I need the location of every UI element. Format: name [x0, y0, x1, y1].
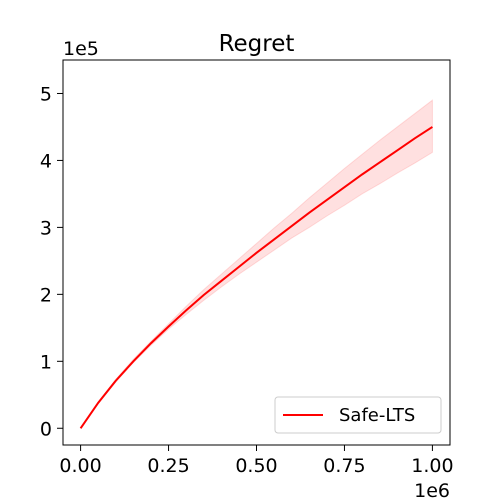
series-line-0 [79, 126, 433, 429]
legend-label: Safe-LTS [339, 405, 415, 426]
y-axis: 0 1 2 3 4 5 [40, 83, 63, 440]
legend-box [274, 396, 442, 434]
x-tick-label: 0.75 [323, 455, 365, 477]
x-tick-label: 1.00 [411, 455, 453, 477]
y-tick-label: 2 [40, 284, 52, 306]
x-tick-label: 0.00 [59, 455, 101, 477]
plot-area [79, 99, 433, 429]
y-tick-label: 5 [40, 83, 52, 105]
x-tick-label: 0.50 [235, 455, 277, 477]
series-band-0 [80, 99, 433, 429]
y-tick-label: 1 [40, 351, 52, 373]
y-tick-label: 3 [40, 217, 52, 239]
x-offset-label: 1e6 [414, 480, 450, 500]
x-axis: 0.00 0.25 0.50 0.75 1.00 [59, 445, 454, 477]
legend: Safe-LTS [274, 396, 442, 434]
chart-title: Regret [219, 31, 295, 57]
y-tick-label: 0 [40, 418, 52, 440]
y-tick-label: 4 [40, 150, 52, 172]
y-offset-label: 1e5 [63, 38, 99, 60]
x-tick-label: 0.25 [147, 455, 189, 477]
